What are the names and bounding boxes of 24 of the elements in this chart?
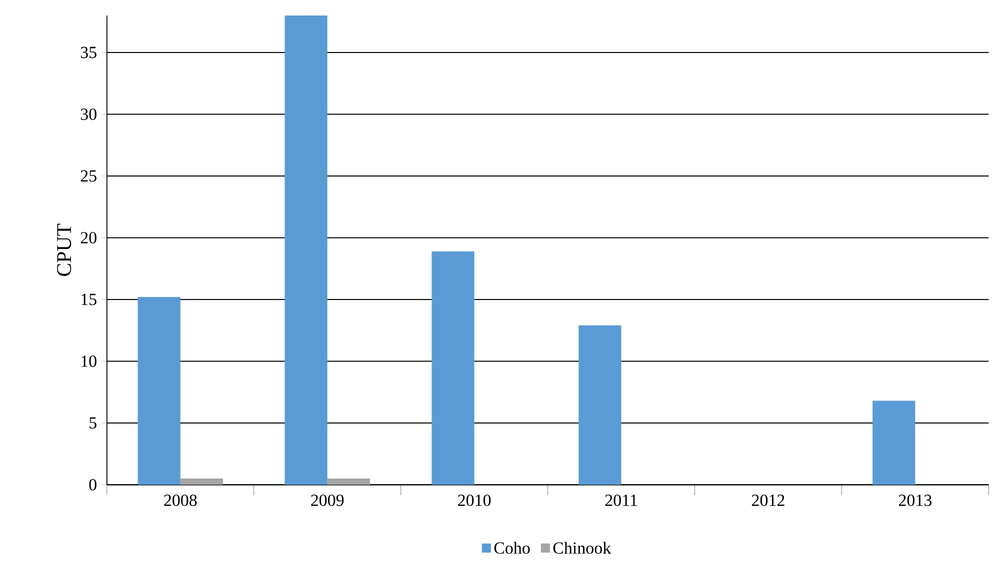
x-tick-label: 2008: [164, 494, 197, 506]
bar: [138, 297, 180, 485]
legend-label: Chinook: [553, 542, 612, 554]
y-axis-title: CPUT: [57, 224, 72, 276]
x-tick-label: 2013: [898, 494, 932, 506]
bar: [284, 16, 328, 485]
bar: [327, 478, 370, 485]
x-tick-label: 2012: [752, 494, 784, 506]
bar: [872, 400, 916, 485]
y-tick-label: 30: [80, 108, 96, 120]
x-tick-label: 2011: [605, 494, 637, 506]
y-tick-label: 20: [80, 232, 96, 244]
y-tick-label: 15: [82, 294, 96, 306]
y-tick-label: 5: [90, 417, 96, 429]
x-tick-label: 2009: [311, 494, 344, 506]
bar: [432, 251, 474, 485]
x-tick-label: 2010: [458, 494, 491, 506]
y-tick-label: 10: [82, 356, 96, 368]
bar: [180, 478, 224, 485]
bar: [578, 325, 622, 485]
legend-label: Coho: [494, 542, 530, 554]
y-tick-label: 35: [80, 46, 96, 58]
y-tick-label: 0: [89, 479, 96, 491]
y-tick-label: 25: [80, 170, 96, 182]
